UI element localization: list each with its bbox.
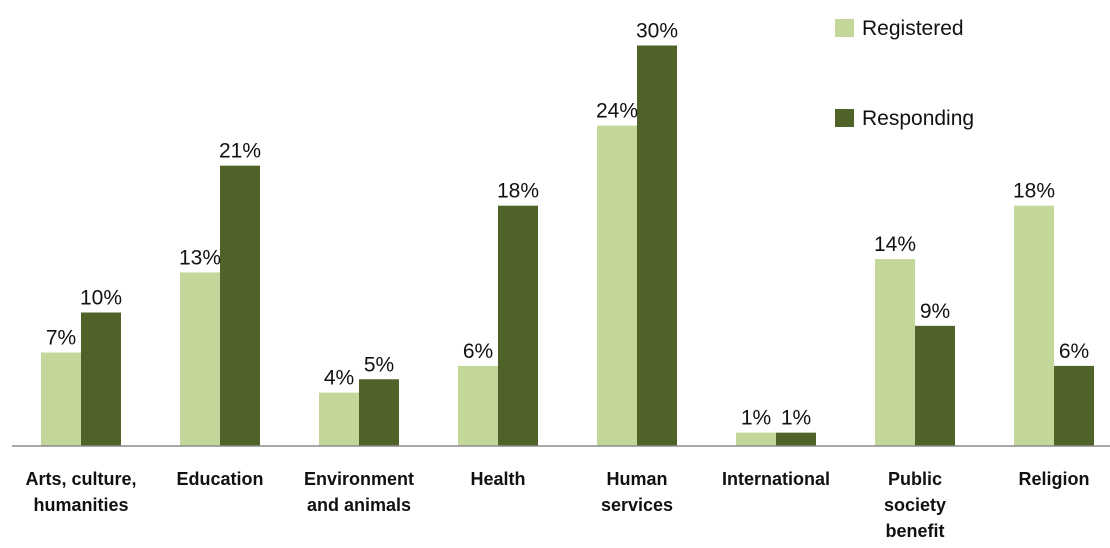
value-label-responding-7: 6% — [1059, 340, 1089, 363]
bar-registered-3 — [458, 365, 498, 446]
value-label-responding-4: 30% — [636, 20, 678, 43]
category-labels-layer: Arts, culture, humanities Education Environ… — [25, 469, 1089, 541]
value-label-responding-2: 5% — [364, 353, 394, 376]
category-label-3: Health — [470, 469, 525, 489]
bar-responding-7 — [1054, 365, 1094, 446]
bars-layer — [41, 45, 1094, 446]
legend-swatch-registered — [835, 19, 854, 37]
bar-registered-4 — [597, 125, 637, 446]
value-label-responding-1: 21% — [219, 140, 261, 163]
bar-registered-1 — [180, 272, 220, 446]
bar-registered-5 — [736, 432, 776, 446]
value-label-responding-5: 1% — [781, 407, 811, 430]
bar-responding-1 — [220, 165, 260, 446]
value-label-registered-7: 18% — [1013, 180, 1055, 203]
bar-responding-5 — [776, 432, 816, 446]
category-label-2: Environment and animals — [304, 469, 414, 515]
category-label-5: International — [722, 469, 830, 489]
bar-registered-0 — [41, 352, 81, 446]
value-label-registered-0: 7% — [46, 327, 76, 350]
value-label-registered-6: 14% — [874, 233, 916, 256]
value-label-registered-1: 13% — [179, 246, 221, 269]
category-label-4: Human services — [601, 469, 673, 515]
category-label-1: Education — [176, 469, 263, 489]
value-label-registered-3: 6% — [463, 340, 493, 363]
legend: Registered Responding — [835, 17, 974, 130]
legend-label-registered: Registered — [862, 17, 964, 40]
value-label-responding-3: 18% — [497, 180, 539, 203]
category-label-7: Religion — [1019, 469, 1090, 489]
value-label-responding-6: 9% — [920, 300, 950, 323]
bar-responding-4 — [637, 45, 677, 446]
legend-swatch-responding — [835, 109, 854, 127]
bar-responding-3 — [498, 205, 538, 446]
bar-responding-2 — [359, 379, 399, 446]
bar-responding-6 — [915, 325, 955, 446]
bar-responding-0 — [81, 312, 121, 446]
bar-registered-2 — [319, 392, 359, 446]
category-label-0: Arts, culture, humanities — [25, 469, 136, 515]
bar-registered-6 — [875, 259, 915, 446]
value-labels-layer: 7%10% 13% 21% 4% 5% 6% 18% 24% 30% 1% 1% 14% 9% 18% 6% — [46, 20, 1089, 430]
legend-label-responding: Responding — [862, 107, 974, 130]
bar-registered-7 — [1014, 205, 1054, 446]
value-label-registered-4: 24% — [596, 100, 638, 123]
value-label-registered-2: 4% — [324, 367, 354, 390]
category-label-6: Public society benefit — [884, 469, 946, 541]
value-label-registered-5: 1% — [741, 407, 771, 430]
value-label-responding-0: 10% — [80, 287, 122, 310]
